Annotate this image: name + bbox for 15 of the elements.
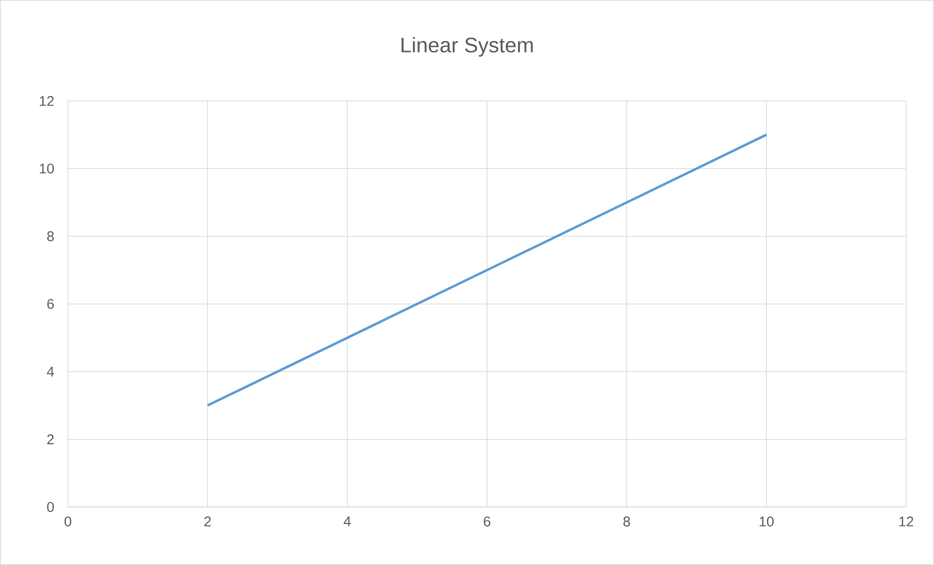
y-tick-label: 10 bbox=[40, 164, 54, 174]
y-tick-label: 8 bbox=[47, 231, 54, 242]
x-tick-label: 6 bbox=[484, 516, 490, 526]
x-tick-label: 12 bbox=[899, 516, 914, 526]
x-tick-label: 10 bbox=[760, 516, 774, 526]
y-tick-label: 4 bbox=[46, 366, 54, 376]
x-tick-label: 8 bbox=[623, 516, 630, 526]
y-tick-label: 12 bbox=[40, 96, 54, 106]
x-tick-label: 4 bbox=[344, 516, 351, 526]
y-tick-label: 0 bbox=[47, 502, 54, 512]
chart-title: Linear System bbox=[402, 37, 533, 57]
x-tick-label: 0 bbox=[64, 516, 72, 526]
x-tick-label: 2 bbox=[204, 516, 211, 526]
y-tick-label: 2 bbox=[47, 434, 54, 444]
y-tick-label: 6 bbox=[47, 299, 54, 309]
